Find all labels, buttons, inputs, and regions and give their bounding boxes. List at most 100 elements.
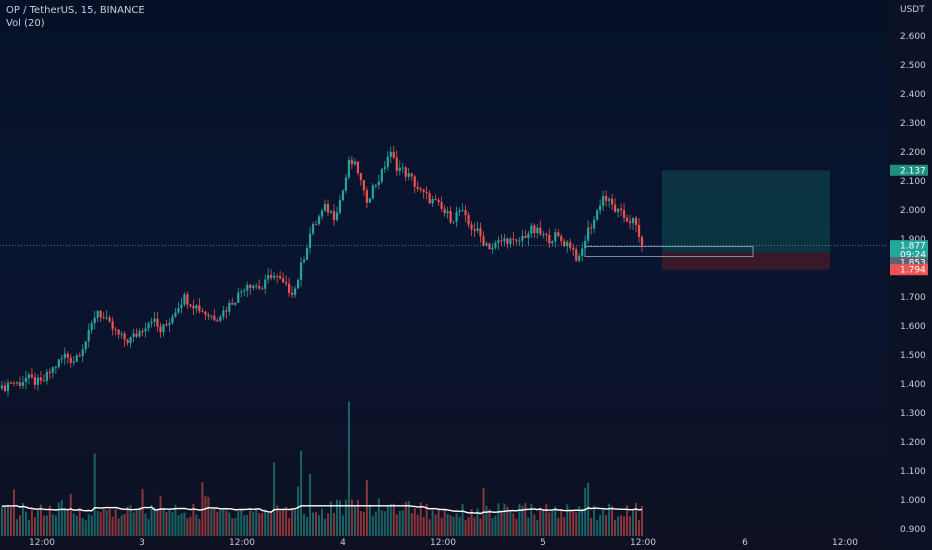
volume-bar [530, 503, 533, 536]
candle-body [500, 240, 503, 242]
candle-body [288, 283, 291, 293]
volume-bar [347, 401, 350, 536]
volume-bar [267, 513, 270, 536]
candle-body [234, 302, 237, 305]
candle-body [120, 333, 123, 335]
volume-bar [542, 509, 545, 536]
candle-body [634, 218, 638, 225]
candle-body [320, 210, 324, 217]
candle-body [482, 236, 485, 246]
volume-bar [222, 508, 225, 536]
volume-bar [491, 518, 494, 536]
candle-body [506, 238, 509, 244]
volume-bar [291, 508, 294, 536]
volume-bar [231, 518, 234, 536]
candle-body [3, 385, 7, 392]
volume-bar [9, 506, 12, 536]
candle-body [165, 324, 168, 326]
candle-body [144, 328, 147, 332]
volume-bar [321, 508, 323, 536]
candle-body [572, 247, 575, 250]
volume-bar [584, 488, 587, 536]
volume-legend[interactable]: Vol (20) [6, 18, 45, 29]
volume-bar [578, 506, 581, 536]
volume-bar [135, 508, 138, 536]
volume-bar [78, 507, 81, 536]
countdown-price-tag [890, 249, 928, 261]
volume-bar [326, 513, 329, 536]
volume-bar [545, 504, 548, 536]
candle-body [527, 233, 530, 238]
volume-bar [294, 509, 297, 536]
volume-bar [467, 517, 470, 536]
volume-bar [93, 453, 96, 536]
volume-bar [509, 511, 512, 536]
candle-body [51, 367, 54, 373]
price-tick-label: 1.300 [900, 409, 926, 419]
candle-body [30, 374, 34, 378]
candle-body [581, 248, 584, 256]
volume-bar [605, 515, 608, 536]
volume-bar [638, 520, 641, 536]
candle-body [228, 302, 231, 312]
volume-bar [611, 506, 614, 536]
time-tick-label: 12:00 [229, 538, 255, 548]
candle-body [476, 228, 479, 231]
profit-zone[interactable] [662, 170, 830, 253]
volume-bar [111, 516, 114, 536]
price-tick-label: 1.700 [900, 293, 926, 303]
candle-body [0, 385, 4, 389]
volume-bar [323, 518, 326, 536]
candle-body [69, 357, 72, 363]
time-axis[interactable]: 12:00 3 12:00 4 12:00 5 12:00 6 12:00 [29, 538, 858, 548]
candle-body [162, 324, 165, 333]
candle-body [108, 317, 111, 322]
volume-bar [359, 511, 362, 536]
volume-bar [6, 504, 9, 536]
volume-bar [309, 473, 312, 536]
candle-body [57, 359, 60, 368]
candle-body [518, 240, 521, 242]
candle-body [117, 329, 120, 335]
symbol-legend[interactable]: OP / TetherUS, 15, BINANCE [6, 5, 145, 16]
volume-bar [551, 510, 554, 536]
volume-bar [404, 501, 407, 536]
candle-body [437, 200, 440, 203]
position-zones[interactable] [584, 170, 830, 270]
volume-bar [228, 512, 231, 536]
volume-bar [461, 504, 464, 536]
candle-body [616, 208, 620, 212]
candle-body [126, 339, 129, 344]
volume-bar [60, 500, 63, 536]
candle-body [386, 156, 389, 168]
volume-bar [506, 506, 509, 536]
candle-body [422, 189, 425, 193]
volume-bar [306, 516, 309, 536]
candle-body [637, 224, 641, 237]
candle-body [201, 311, 204, 313]
volume-bar [261, 512, 264, 536]
loss-zone[interactable] [662, 252, 830, 270]
candle-body [96, 310, 99, 318]
candle-body [270, 275, 273, 278]
volume-bar [608, 503, 611, 536]
candle-body [195, 305, 198, 309]
price-axis[interactable]: USDT 2.600 2.500 2.400 2.300 2.200 2.100 2.000… [900, 5, 926, 535]
candle-body [512, 238, 515, 240]
candle-body [470, 224, 473, 230]
volume-bar [165, 512, 168, 536]
candle-body [314, 223, 318, 225]
candle-body [431, 199, 434, 204]
volume-bar [225, 510, 228, 536]
candle-body [204, 311, 207, 315]
volume-bar [500, 511, 503, 536]
candle-body [66, 353, 69, 358]
candle-body [353, 161, 356, 165]
volume-bar [90, 515, 93, 536]
volume-bar [470, 508, 473, 536]
volume-bar [437, 508, 440, 536]
volume-bar [51, 514, 54, 536]
volume-bar [126, 506, 129, 536]
